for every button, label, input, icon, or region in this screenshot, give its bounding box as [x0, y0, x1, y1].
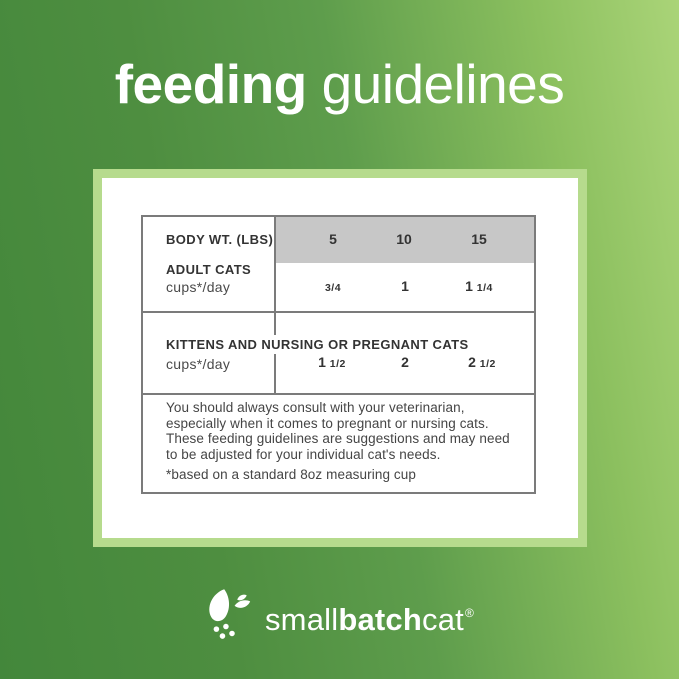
table-vertical-divider — [274, 217, 276, 395]
title-word-guidelines: guidelines — [321, 53, 565, 115]
kitten-portion-15lb: 2 1/2 — [468, 354, 496, 370]
smallbatchcat-logo: smallbatchcat® — [0, 588, 679, 652]
table-divider-kittens-note — [143, 393, 534, 395]
portion-fraction: 3/4 — [324, 282, 342, 294]
kitten-portion-5lb: 1 1/2 — [318, 354, 346, 370]
portion-fraction: 1/4 — [476, 282, 493, 294]
logo-small: small — [264, 602, 339, 637]
guidelines-card: BODY WT. (LBS) 5 10 15 ADULT CATS cups*/… — [102, 178, 578, 538]
veterinarian-note: You should always consult with your vete… — [166, 400, 518, 483]
portion-whole: 1 — [465, 278, 473, 294]
adult-portion-10lb: 1 — [401, 278, 409, 294]
page-title: feeding guidelines — [0, 52, 679, 116]
table-divider-adult-kittens — [143, 311, 534, 313]
portion-whole: 1 — [318, 354, 326, 370]
note-main-text: You should always consult with your vete… — [166, 400, 510, 462]
adult-portion-15lb: 1 1/4 — [465, 278, 493, 294]
logo-wordmark: smallbatchcat® — [264, 602, 475, 638]
portion-fraction: 1/2 — [329, 358, 346, 370]
kittens-cups-per-day-label: cups*/day — [166, 356, 231, 372]
adult-cups-per-day-label: cups*/day — [166, 279, 231, 295]
weight-value-10: 10 — [396, 231, 412, 247]
registered-trademark-symbol: ® — [464, 605, 475, 620]
weight-value-15: 15 — [471, 231, 487, 247]
leaf-cat-icon — [209, 589, 251, 639]
adult-portion-5lb: 3/4 — [325, 278, 341, 294]
portion-whole: 2 — [468, 354, 476, 370]
body-weight-header: BODY WT. (LBS) — [166, 232, 274, 247]
weight-value-5: 5 — [329, 231, 337, 247]
measuring-cup-footnote: *based on a standard 8oz measuring cup — [166, 467, 416, 482]
card-frame: BODY WT. (LBS) 5 10 15 ADULT CATS cups*/… — [93, 169, 587, 547]
kitten-portion-10lb: 2 — [401, 354, 409, 370]
weight-header-band — [274, 217, 534, 263]
portion-whole: 2 — [401, 354, 409, 370]
feeding-table: BODY WT. (LBS) 5 10 15 ADULT CATS cups*/… — [141, 215, 536, 494]
portion-whole: 1 — [401, 278, 409, 294]
portion-fraction: 1/2 — [479, 358, 496, 370]
logo-batch: batch — [338, 602, 422, 637]
title-word-feeding: feeding — [114, 53, 308, 115]
kittens-section-label: KITTENS AND NURSING OR PREGNANT CATS — [166, 335, 475, 354]
logo-cat: cat — [422, 602, 464, 637]
adult-cats-label: ADULT CATS — [166, 262, 252, 277]
